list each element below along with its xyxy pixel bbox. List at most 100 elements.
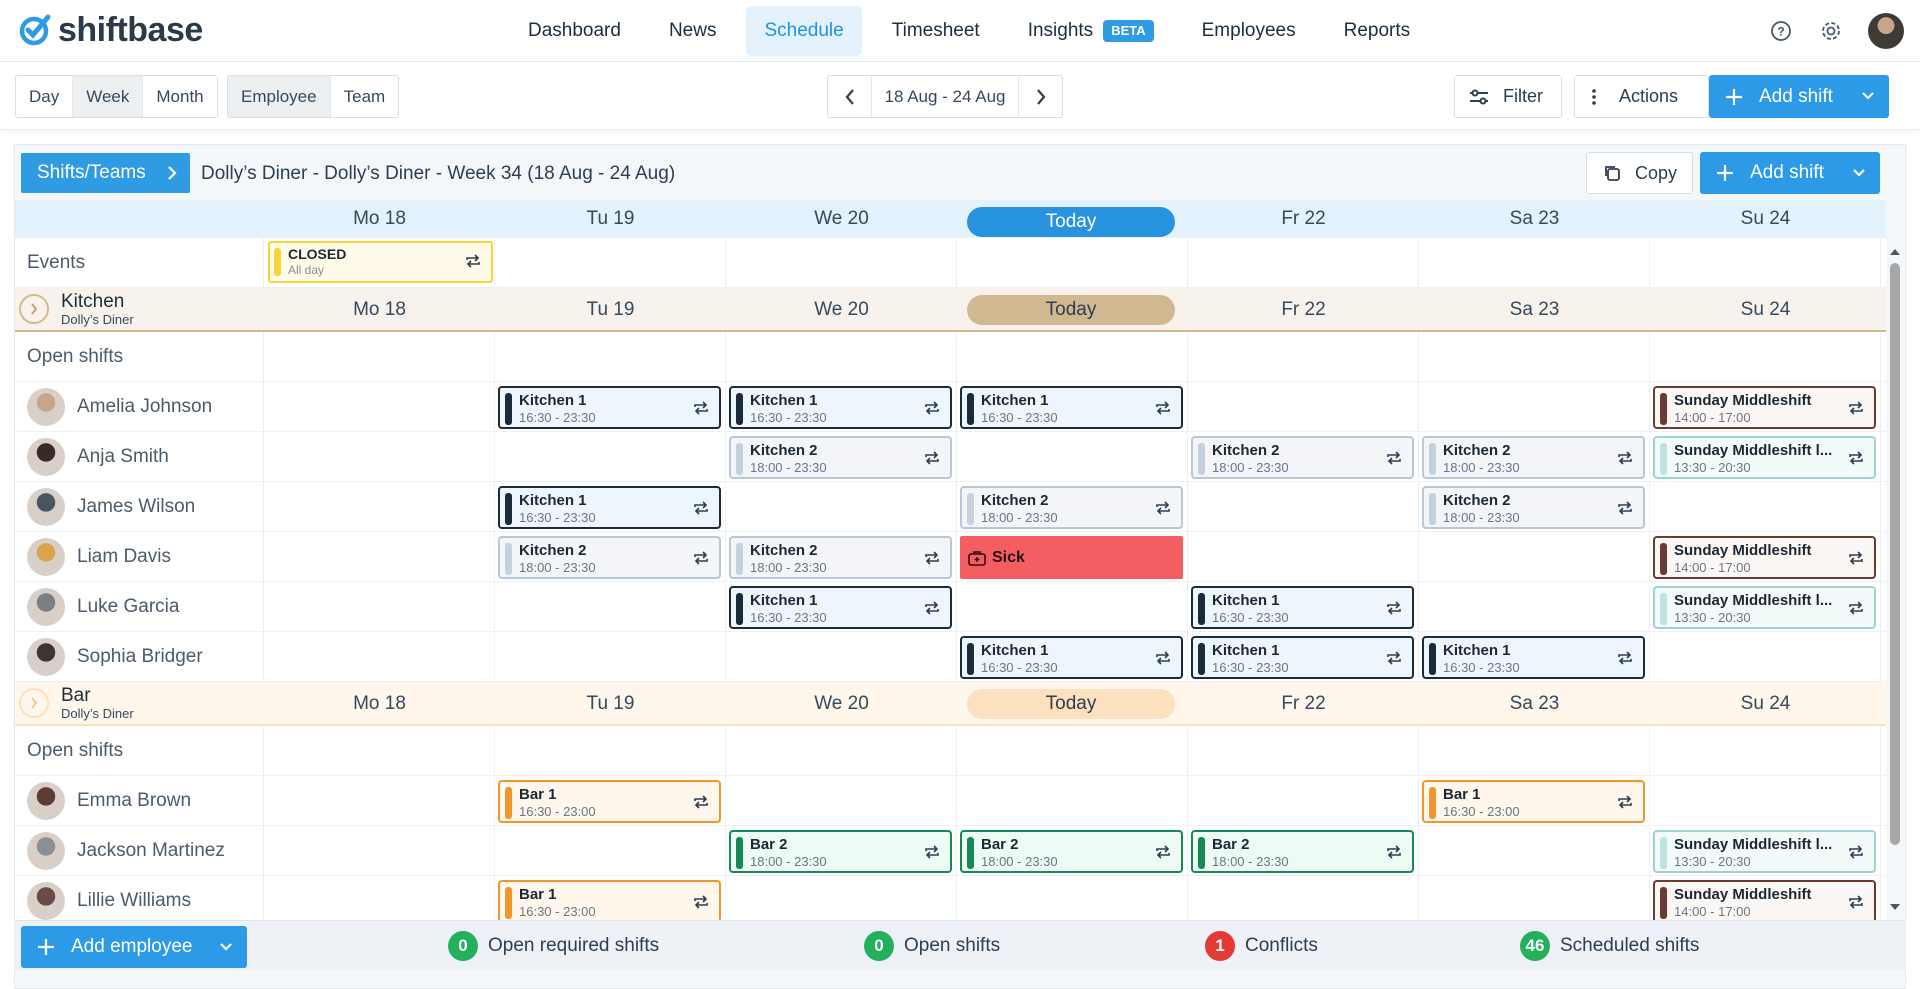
shift-block[interactable]: Kitchen 2 18:00 - 23:30	[729, 536, 952, 579]
shift-cell[interactable]: Kitchen 2 18:00 - 23:30	[1419, 482, 1650, 532]
open-shift-cell[interactable]	[1188, 726, 1419, 776]
open-shift-cell[interactable]	[264, 726, 495, 776]
view-week-button[interactable]: Week	[73, 76, 144, 117]
shift-cell[interactable]	[1419, 582, 1650, 632]
team-day-header-6[interactable]: Su 24	[1740, 693, 1791, 714]
shift-cell[interactable]	[1188, 532, 1419, 582]
shift-block[interactable]: Kitchen 1 16:30 - 23:30	[498, 486, 721, 529]
team-day-header-5[interactable]: Sa 23	[1509, 693, 1560, 714]
shift-cell[interactable]	[726, 482, 957, 532]
open-shift-cell[interactable]	[1650, 726, 1881, 776]
shift-cell[interactable]: Sunday Middleshift l... 13:30 - 20:30	[1650, 582, 1881, 632]
shift-cell[interactable]	[495, 826, 726, 876]
nav-schedule[interactable]: Schedule	[746, 6, 862, 56]
shift-cell[interactable]: Kitchen 1 16:30 - 23:30	[1188, 632, 1419, 682]
shift-block[interactable]: Kitchen 1 16:30 - 23:30	[960, 636, 1183, 679]
day-header-0[interactable]: Mo 18	[353, 208, 406, 229]
events-cell[interactable]	[957, 238, 1188, 288]
shift-cell[interactable]: Kitchen 2 18:00 - 23:30	[957, 482, 1188, 532]
shift-cell[interactable]	[1188, 776, 1419, 826]
day-header-5[interactable]: Sa 23	[1509, 208, 1560, 229]
shift-cell[interactable]	[264, 382, 495, 432]
team-day-header-2[interactable]: We 20	[814, 693, 869, 714]
shift-cell[interactable]: Bar 1 16:30 - 23:00	[495, 776, 726, 826]
shift-block[interactable]: Kitchen 2 18:00 - 23:30	[1191, 436, 1414, 479]
nav-dashboard[interactable]: Dashboard	[528, 20, 621, 41]
shift-block[interactable]: Sunday Middleshift l... 13:30 - 20:30	[1653, 436, 1876, 479]
team-day-header-0[interactable]: Mo 18	[353, 693, 406, 714]
open-shift-cell[interactable]	[726, 726, 957, 776]
shift-cell[interactable]: Bar 1 16:30 - 23:00	[495, 876, 726, 920]
employee-name-cell[interactable]: Liam Davis	[15, 532, 264, 582]
open-shift-cell[interactable]	[1650, 332, 1881, 382]
group-employee-button[interactable]: Employee	[228, 76, 331, 117]
shift-block[interactable]: Kitchen 1 16:30 - 23:30	[498, 386, 721, 429]
shift-cell[interactable]	[1419, 532, 1650, 582]
stat-conflicts[interactable]: 1 Conflicts	[1205, 931, 1318, 961]
shift-cell[interactable]: Bar 2 18:00 - 23:30	[957, 826, 1188, 876]
shift-block[interactable]: Kitchen 1 16:30 - 23:30	[960, 386, 1183, 429]
logo[interactable]: shiftbase	[18, 11, 203, 49]
open-shift-cell[interactable]	[1419, 726, 1650, 776]
events-cell[interactable]	[1419, 238, 1650, 288]
team-day-header-6[interactable]: Su 24	[1740, 299, 1791, 320]
open-shift-cell[interactable]	[957, 726, 1188, 776]
events-cell[interactable]	[726, 238, 957, 288]
shift-cell[interactable]	[264, 632, 495, 682]
date-range[interactable]: 18 Aug - 24 Aug	[871, 76, 1019, 117]
shift-cell[interactable]: Sunday Middleshift 14:00 - 17:00	[1650, 876, 1881, 920]
employee-name-cell[interactable]: Anja Smith	[15, 432, 264, 482]
open-shift-cell[interactable]	[495, 332, 726, 382]
shift-cell[interactable]: Kitchen 1 16:30 - 23:30	[495, 382, 726, 432]
shift-block[interactable]: Kitchen 2 18:00 - 23:30	[498, 536, 721, 579]
events-cell[interactable]	[1650, 238, 1881, 288]
nav-insights[interactable]: Insights BETA	[1010, 6, 1172, 56]
open-shift-cell[interactable]	[957, 332, 1188, 382]
team-day-header-3[interactable]: Today	[957, 682, 1188, 724]
shift-cell[interactable]	[495, 632, 726, 682]
shift-cell[interactable]	[726, 632, 957, 682]
expand-team-button[interactable]	[19, 688, 49, 718]
shift-cell[interactable]	[1419, 382, 1650, 432]
shift-cell[interactable]: Kitchen 1 16:30 - 23:30	[726, 382, 957, 432]
team-day-header-0[interactable]: Mo 18	[353, 299, 406, 320]
team-day-header-3[interactable]: Today	[957, 288, 1188, 330]
shift-block[interactable]: Bar 1 16:30 - 23:00	[1422, 780, 1645, 823]
employee-name-cell[interactable]: Lillie Williams	[15, 876, 264, 920]
shift-cell[interactable]	[495, 582, 726, 632]
team-today-pill[interactable]: Today	[967, 689, 1175, 719]
shift-cell[interactable]: Kitchen 1 16:30 - 23:30	[1419, 632, 1650, 682]
open-shift-cell[interactable]	[1188, 332, 1419, 382]
help-icon[interactable]: ?	[1768, 18, 1794, 44]
nav-timesheet[interactable]: Timesheet	[891, 20, 980, 41]
shift-block[interactable]: Kitchen 1 16:30 - 23:30	[729, 586, 952, 629]
expand-team-button[interactable]	[19, 294, 49, 324]
events-cell[interactable]: CLOSED All day	[264, 238, 495, 288]
shift-cell[interactable]: Bar 1 16:30 - 23:00	[1419, 776, 1650, 826]
shift-block[interactable]: Bar 2 18:00 - 23:30	[960, 830, 1183, 873]
shift-block[interactable]: Kitchen 1 16:30 - 23:30	[1191, 586, 1414, 629]
employee-name-cell[interactable]: James Wilson	[15, 482, 264, 532]
shift-cell[interactable]: Kitchen 1 16:30 - 23:30	[1188, 582, 1419, 632]
shift-block[interactable]: Kitchen 1 16:30 - 23:30	[1422, 636, 1645, 679]
shift-cell[interactable]	[264, 776, 495, 826]
nav-reports[interactable]: Reports	[1343, 20, 1411, 41]
shift-cell[interactable]: Sick	[957, 532, 1188, 582]
next-week-button[interactable]	[1019, 76, 1062, 117]
panel-add-shift-button[interactable]: Add shift	[1700, 152, 1880, 194]
shift-cell[interactable]: Kitchen 1 16:30 - 23:30	[957, 382, 1188, 432]
view-month-button[interactable]: Month	[143, 76, 217, 117]
shift-cell[interactable]: Kitchen 1 16:30 - 23:30	[495, 482, 726, 532]
user-avatar[interactable]	[1868, 13, 1904, 49]
nav-employees[interactable]: Employees	[1201, 20, 1296, 41]
shift-cell[interactable]	[1650, 776, 1881, 826]
team-day-header-1[interactable]: Tu 19	[586, 299, 635, 320]
shift-block[interactable]: Kitchen 2 18:00 - 23:30	[1422, 486, 1645, 529]
day-header-6[interactable]: Su 24	[1740, 208, 1791, 229]
open-shift-cell[interactable]	[495, 726, 726, 776]
shift-cell[interactable]	[957, 432, 1188, 482]
copy-button[interactable]: Copy	[1586, 152, 1693, 194]
shift-cell[interactable]	[264, 876, 495, 920]
shift-cell[interactable]	[1188, 876, 1419, 920]
employee-name-cell[interactable]: Jackson Martinez	[15, 826, 264, 876]
